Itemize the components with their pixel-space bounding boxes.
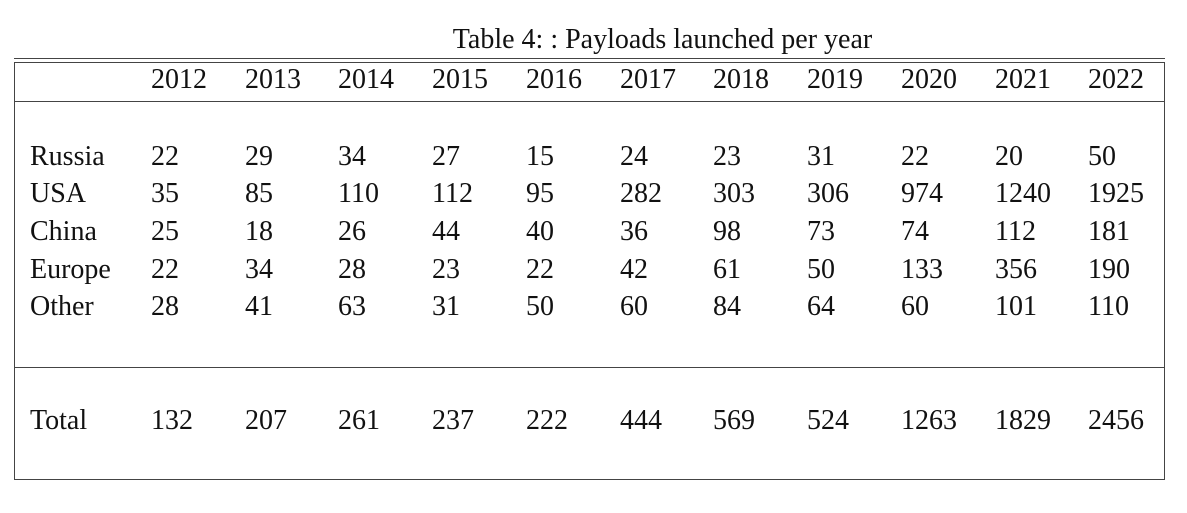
- row-label: Total: [30, 405, 88, 436]
- table-top-rule: [14, 58, 1165, 59]
- table-cell: 1925: [1088, 178, 1144, 209]
- table-cell: 444: [620, 405, 662, 436]
- table-cell: 61: [713, 254, 741, 285]
- year-header: 2021: [995, 64, 1051, 95]
- table-cell: 207: [245, 405, 287, 436]
- table-cell: 15: [526, 141, 554, 172]
- table-cell: 112: [995, 216, 1036, 247]
- table-cell: 42: [620, 254, 648, 285]
- year-header: 2020: [901, 64, 957, 95]
- table-cell: 28: [151, 291, 179, 322]
- year-header: 2019: [807, 64, 863, 95]
- table-cell: 35: [151, 178, 179, 209]
- table-cell: 22: [151, 141, 179, 172]
- table-cell: 222: [526, 405, 568, 436]
- table-cell: 63: [338, 291, 366, 322]
- table-cell: 29: [245, 141, 273, 172]
- year-header: 2015: [432, 64, 488, 95]
- table-cell: 20: [995, 141, 1023, 172]
- table-cell: 36: [620, 216, 648, 247]
- table-cell: 2456: [1088, 405, 1144, 436]
- table-frame: [14, 62, 1165, 480]
- table-cell: 74: [901, 216, 929, 247]
- table-cell: 356: [995, 254, 1037, 285]
- table-cell: 282: [620, 178, 662, 209]
- table-cell: 22: [526, 254, 554, 285]
- table-cell: 261: [338, 405, 380, 436]
- row-label: Europe: [30, 254, 111, 285]
- table-cell: 50: [807, 254, 835, 285]
- table-cell: 524: [807, 405, 849, 436]
- total-row: Total 132 207 261 237 222 444 569 524 12…: [0, 403, 1187, 439]
- table-row: Russia 22 29 34 27 15 24 23 31 22 20 50: [0, 139, 1187, 175]
- year-header: 2018: [713, 64, 769, 95]
- table-row: USA 35 85 110 112 95 282 303 306 974 124…: [0, 176, 1187, 212]
- table-row: China 25 18 26 44 40 36 98 73 74 112 181: [0, 214, 1187, 250]
- year-header: 2012: [151, 64, 207, 95]
- row-label: China: [30, 216, 97, 247]
- total-divider: [14, 367, 1165, 368]
- table-cell: 110: [1088, 291, 1129, 322]
- table-cell: 34: [245, 254, 273, 285]
- table-cell: 974: [901, 178, 943, 209]
- table-caption: Table 4: : Payloads launched per year: [452, 24, 873, 55]
- table-cell: 64: [807, 291, 835, 322]
- table-cell: 23: [432, 254, 460, 285]
- table-cell: 23: [713, 141, 741, 172]
- table-cell: 132: [151, 405, 193, 436]
- table-cell: 26: [338, 216, 366, 247]
- table-cell: 1829: [995, 405, 1051, 436]
- table-cell: 85: [245, 178, 273, 209]
- table-cell: 60: [620, 291, 648, 322]
- table-cell: 303: [713, 178, 755, 209]
- table-cell: 237: [432, 405, 474, 436]
- row-label: Other: [30, 291, 94, 322]
- year-header: 2017: [620, 64, 676, 95]
- year-header: 2022: [1088, 64, 1144, 95]
- year-header: 2016: [526, 64, 582, 95]
- table-cell: 306: [807, 178, 849, 209]
- table-cell: 133: [901, 254, 943, 285]
- table-cell: 22: [901, 141, 929, 172]
- table-row: Other 28 41 63 31 50 60 84 64 60 101 110: [0, 289, 1187, 325]
- table-cell: 181: [1088, 216, 1130, 247]
- row-label: USA: [30, 178, 87, 209]
- table-cell: 50: [526, 291, 554, 322]
- table-cell: 50: [1088, 141, 1116, 172]
- header-row: 2012 2013 2014 2015 2016 2017 2018 2019 …: [0, 62, 1187, 98]
- table-cell: 31: [807, 141, 835, 172]
- table-cell: 27: [432, 141, 460, 172]
- table-cell: 40: [526, 216, 554, 247]
- table-cell: 18: [245, 216, 273, 247]
- table-cell: 190: [1088, 254, 1130, 285]
- table-cell: 84: [713, 291, 741, 322]
- table-cell: 41: [245, 291, 273, 322]
- table-cell: 28: [338, 254, 366, 285]
- table-cell: 73: [807, 216, 835, 247]
- table-cell: 34: [338, 141, 366, 172]
- table-cell: 44: [432, 216, 460, 247]
- table-cell: 1240: [995, 178, 1051, 209]
- year-header: 2013: [245, 64, 301, 95]
- table-cell: 24: [620, 141, 648, 172]
- table-cell: 95: [526, 178, 554, 209]
- table-row: Europe 22 34 28 23 22 42 61 50 133 356 1…: [0, 252, 1187, 288]
- table-cell: 31: [432, 291, 460, 322]
- table-cell: 101: [995, 291, 1037, 322]
- header-divider: [14, 101, 1165, 102]
- table-cell: 98: [713, 216, 741, 247]
- table-cell: 22: [151, 254, 179, 285]
- table-cell: 112: [432, 178, 473, 209]
- table-cell: 60: [901, 291, 929, 322]
- year-header: 2014: [338, 64, 394, 95]
- row-label: Russia: [30, 141, 105, 172]
- table-cell: 569: [713, 405, 755, 436]
- table-cell: 25: [151, 216, 179, 247]
- table-cell: 1263: [901, 405, 957, 436]
- table-cell: 110: [338, 178, 379, 209]
